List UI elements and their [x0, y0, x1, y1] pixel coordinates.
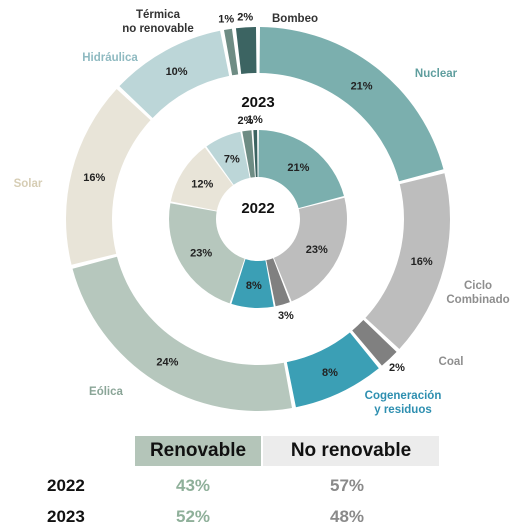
slice-2022-eolica	[168, 203, 245, 304]
slice-2023-solar	[66, 89, 151, 265]
row-no-renovable-value: 48%	[330, 507, 365, 526]
row-no-renovable-value: 57%	[330, 476, 365, 495]
category-label-bombeo: Bombeo	[272, 13, 318, 25]
slice-2023-ciclo-combinado	[365, 173, 451, 349]
slice-2023-nuclear	[259, 27, 444, 182]
ring-label-outer: 2023	[241, 94, 274, 111]
value-label-2022-termica-no-renovable: 2%	[238, 115, 254, 127]
value-label-2022-hidraulica: 7%	[224, 153, 240, 165]
category-label-termica-no-renovable: Térmica no renovable	[122, 9, 194, 35]
summary-row-2023: 2023 52% 48%	[0, 503, 521, 531]
slice-2022-cogeneracion-y-residuos	[231, 259, 274, 309]
slice-2023-hidraulica	[119, 30, 230, 118]
ring-label-inner: 2022	[241, 200, 274, 217]
category-label-ciclo-combinado: Ciclo Combinado	[446, 280, 509, 306]
summary-row-2022: 2022 43% 57%	[0, 472, 521, 500]
value-label-2023-eolica: 24%	[156, 357, 178, 369]
donut-chart: 21%16%2%8%24%16%10%1% 2%21%23%3%8%23%12%7…	[14, 9, 510, 416]
category-label-solar: Solar	[14, 178, 43, 190]
summary-table: Renovable No renovable 2022 43% 57% 2023…	[0, 432, 521, 529]
value-label-2022-cogeneracion-y-residuos: 8%	[246, 280, 262, 292]
slice-2022-bombeo	[253, 130, 258, 178]
value-label-2023-ciclo-combinado: 16%	[411, 256, 433, 268]
value-label-2022-ciclo-combinado: 23%	[306, 244, 328, 256]
header-no-renovable: No renovable	[263, 436, 439, 466]
slice-2023-cogeneracion-y-residuos	[286, 332, 379, 408]
value-label-2023-nuclear: 21%	[351, 80, 373, 92]
slice-2022-nuclear	[258, 130, 344, 209]
category-label-hidraulica: Hidráulica	[82, 52, 138, 64]
slice-2022-termica-no-renovable	[242, 130, 255, 178]
category-label-eolica: Eólica	[89, 386, 123, 398]
slice-2023-eolica	[72, 256, 293, 411]
value-label-2023-hidraulica: 10%	[166, 66, 188, 78]
row-renovable-value: 43%	[176, 476, 211, 495]
category-label-nuclear: Nuclear	[415, 68, 458, 80]
row-year: 2023	[47, 507, 85, 526]
slice-2023-coal	[352, 320, 397, 366]
value-label-2023-termica-no-renovable: 1%	[218, 13, 234, 25]
value-label-2023-solar: 16%	[83, 172, 105, 184]
value-label-2023-bombeo: 2%	[237, 11, 253, 23]
row-renovable-value: 52%	[176, 507, 211, 526]
value-label-2023-cogeneracion-y-residuos: 8%	[322, 367, 338, 379]
value-label-2022-solar: 12%	[191, 179, 213, 191]
value-label-2022-coal: 3%	[278, 310, 294, 322]
slice-2022-ciclo-combinado	[273, 197, 347, 302]
value-label-2022-bombeo: 1%	[247, 114, 263, 126]
category-label-coal: Coal	[439, 356, 464, 368]
value-label-2023-coal: 2%	[389, 362, 405, 374]
header-renovable: Renovable	[135, 436, 261, 466]
value-label-2022-nuclear: 21%	[287, 162, 309, 174]
slice-2022-hidraulica	[206, 131, 250, 185]
slice-2022-coal	[266, 258, 290, 307]
slice-2023-bombeo	[235, 27, 257, 74]
slice-2022-solar	[170, 147, 233, 211]
category-label-cogeneracion-y-residuos: Cogeneración y residuos	[365, 390, 442, 416]
row-year: 2022	[47, 476, 85, 495]
value-label-2022-eolica: 23%	[190, 248, 212, 260]
slice-2023-termica-no-renovable	[223, 28, 239, 76]
